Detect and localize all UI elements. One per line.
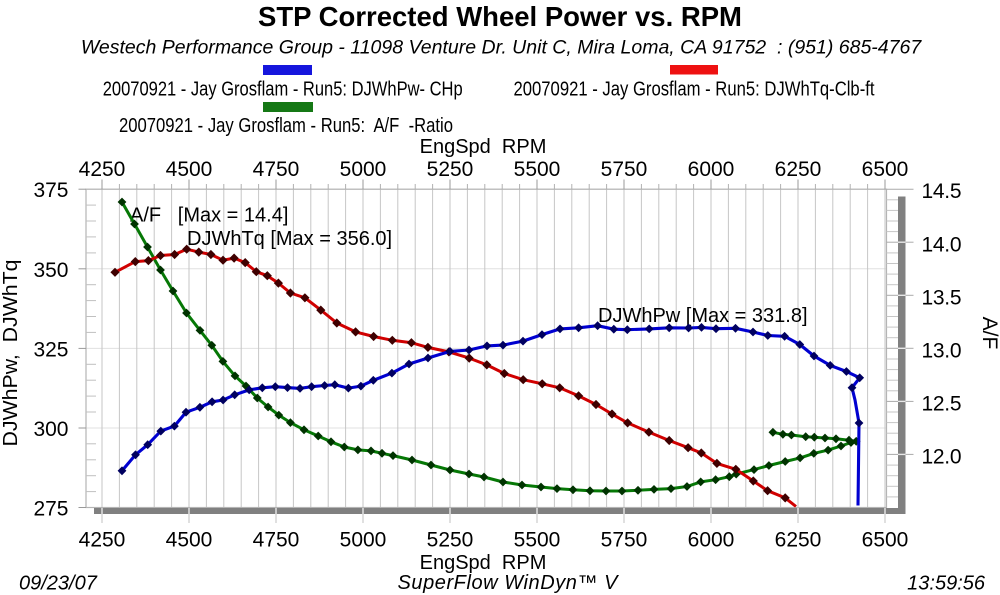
svg-text:09/23/07: 09/23/07 (19, 573, 98, 595)
svg-text:20070921 - Jay Grosflam - Run5: 20070921 - Jay Grosflam - Run5: A/F -Rat… (119, 115, 453, 137)
svg-text:4750: 4750 (253, 158, 300, 181)
svg-text:SuperFlow WinDyn™ V: SuperFlow WinDyn™ V (398, 572, 620, 594)
svg-text:12.0: 12.0 (922, 446, 962, 469)
svg-text:EngSpd RPM: EngSpd RPM (420, 136, 547, 158)
svg-text:20070921 - Jay Grosflam - Run5: 20070921 - Jay Grosflam - Run5: DJWhTq-C… (514, 79, 875, 101)
svg-text:13.5: 13.5 (922, 286, 962, 309)
svg-text:6500: 6500 (862, 158, 909, 181)
svg-text:6250: 6250 (775, 158, 822, 181)
svg-text:4250: 4250 (79, 158, 126, 181)
svg-text:13:59:56: 13:59:56 (907, 573, 986, 595)
svg-text:20070921 - Jay Grosflam - Run5: 20070921 - Jay Grosflam - Run5: DJWhPw- … (103, 79, 463, 101)
svg-text:DJWhPw, DJWhTq: DJWhPw, DJWhTq (0, 260, 22, 447)
svg-text:6500: 6500 (862, 529, 909, 552)
svg-text:14.0: 14.0 (922, 233, 962, 256)
svg-text:4250: 4250 (79, 529, 126, 552)
svg-text:4500: 4500 (166, 158, 213, 181)
svg-text:6000: 6000 (688, 158, 735, 181)
svg-text:5000: 5000 (340, 529, 387, 552)
svg-text:300: 300 (33, 418, 68, 441)
svg-text:14.5: 14.5 (922, 180, 962, 203)
svg-text:5750: 5750 (601, 529, 648, 552)
svg-text:4750: 4750 (253, 529, 300, 552)
svg-text:EngSpd RPM: EngSpd RPM (420, 552, 547, 574)
svg-text:350: 350 (33, 259, 68, 282)
svg-text:5250: 5250 (427, 529, 474, 552)
svg-text:DJWhTq [Max = 356.0]: DJWhTq [Max = 356.0] (187, 228, 392, 250)
svg-text:5250: 5250 (427, 158, 474, 181)
svg-text:STP Corrected Wheel Power vs.: STP Corrected Wheel Power vs. RPM (258, 1, 742, 32)
svg-text:6250: 6250 (775, 529, 822, 552)
svg-text:5000: 5000 (340, 158, 387, 181)
svg-text:A/F: A/F (978, 317, 1000, 350)
svg-text:12.5: 12.5 (922, 392, 962, 415)
svg-text:325: 325 (33, 338, 68, 361)
svg-text:4500: 4500 (166, 529, 213, 552)
svg-text:DJWhPw [Max = 331.8]: DJWhPw [Max = 331.8] (598, 305, 808, 327)
svg-text:6000: 6000 (688, 529, 735, 552)
svg-text:A/F [Max = 14.4]: A/F [Max = 14.4] (130, 205, 288, 227)
svg-text:Westech Performance Group - 11: Westech Performance Group - 11098 Ventur… (81, 37, 923, 59)
svg-text:375: 375 (33, 179, 68, 202)
svg-text:275: 275 (33, 498, 68, 521)
svg-text:13.0: 13.0 (922, 339, 962, 362)
svg-text:5500: 5500 (514, 529, 561, 552)
svg-text:5500: 5500 (514, 158, 561, 181)
svg-text:5750: 5750 (601, 158, 648, 181)
